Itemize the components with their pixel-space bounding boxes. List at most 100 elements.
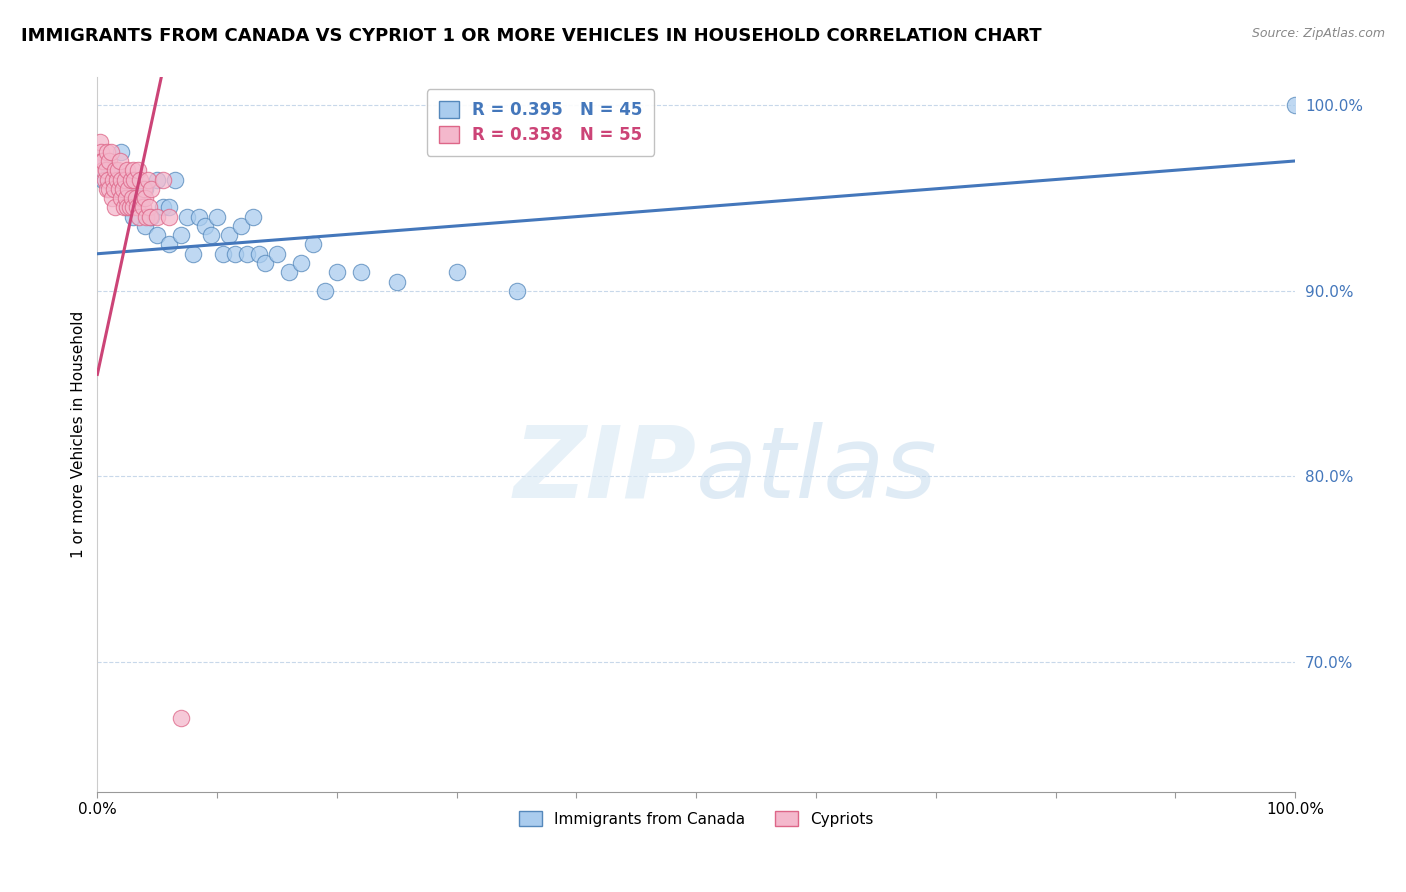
- Point: [108, 182, 131, 196]
- Point: [98, 182, 121, 196]
- Point: [124, 172, 146, 186]
- Point: [108, 153, 131, 168]
- Point: [120, 172, 142, 186]
- Point: [152, 200, 174, 214]
- Point: [112, 200, 135, 214]
- Point: [170, 711, 193, 725]
- Point: [91, 153, 114, 168]
- Point: [236, 246, 259, 260]
- Point: [266, 246, 288, 260]
- Point: [117, 182, 139, 196]
- Point: [125, 200, 148, 214]
- Point: [152, 172, 174, 186]
- Point: [117, 200, 139, 214]
- Y-axis label: 1 or more Vehicles in Household: 1 or more Vehicles in Household: [72, 311, 86, 558]
- Point: [134, 219, 156, 233]
- Point: [96, 182, 118, 196]
- Point: [94, 163, 117, 178]
- Point: [218, 228, 240, 243]
- Point: [314, 284, 336, 298]
- Point: [100, 145, 122, 159]
- Point: [117, 182, 139, 196]
- Point: [111, 182, 134, 196]
- Point: [110, 145, 132, 159]
- Point: [132, 200, 155, 214]
- Point: [141, 182, 163, 196]
- Point: [101, 172, 124, 186]
- Point: [326, 265, 349, 279]
- Point: [132, 182, 155, 196]
- Point: [117, 163, 139, 178]
- Point: [278, 265, 301, 279]
- Point: [136, 172, 159, 186]
- Point: [505, 284, 527, 298]
- Text: ZIP: ZIP: [513, 422, 696, 519]
- Point: [181, 246, 204, 260]
- Point: [290, 256, 312, 270]
- Point: [104, 200, 127, 214]
- Point: [385, 275, 408, 289]
- Point: [141, 210, 163, 224]
- Point: [194, 219, 217, 233]
- Point: [139, 210, 162, 224]
- Point: [104, 182, 127, 196]
- Point: [89, 136, 111, 150]
- Point: [91, 163, 114, 178]
- Point: [91, 172, 114, 186]
- Point: [129, 172, 152, 186]
- Point: [170, 228, 193, 243]
- Point: [91, 153, 114, 168]
- Point: [121, 191, 143, 205]
- Point: [205, 210, 228, 224]
- Point: [446, 265, 468, 279]
- Point: [96, 145, 118, 159]
- Point: [117, 200, 139, 214]
- Point: [105, 172, 128, 186]
- Point: [91, 153, 114, 168]
- Point: [157, 200, 180, 214]
- Point: [212, 246, 235, 260]
- Legend: Immigrants from Canada, Cypriots: Immigrants from Canada, Cypriots: [510, 803, 882, 834]
- Point: [247, 246, 270, 260]
- Point: [157, 210, 180, 224]
- Point: [242, 210, 264, 224]
- Point: [103, 182, 125, 196]
- Point: [122, 210, 145, 224]
- Point: [97, 172, 120, 186]
- Point: [122, 200, 145, 214]
- Point: [114, 172, 136, 186]
- Point: [90, 145, 112, 159]
- Text: atlas: atlas: [696, 422, 938, 519]
- Point: [134, 191, 156, 205]
- Point: [110, 172, 132, 186]
- Point: [188, 210, 211, 224]
- Point: [110, 191, 132, 205]
- Point: [104, 163, 127, 178]
- Point: [93, 172, 115, 186]
- Point: [135, 210, 157, 224]
- Point: [122, 163, 145, 178]
- Point: [146, 172, 169, 186]
- Point: [146, 228, 169, 243]
- Point: [125, 191, 148, 205]
- Point: [118, 200, 141, 214]
- Point: [128, 191, 150, 205]
- Point: [122, 172, 145, 186]
- Point: [146, 210, 169, 224]
- Point: [128, 210, 150, 224]
- Point: [200, 228, 222, 243]
- Point: [98, 153, 121, 168]
- Point: [229, 219, 252, 233]
- Point: [224, 246, 246, 260]
- Point: [254, 256, 277, 270]
- Point: [134, 182, 156, 196]
- Text: Source: ZipAtlas.com: Source: ZipAtlas.com: [1251, 27, 1385, 40]
- Point: [1284, 98, 1306, 112]
- Point: [115, 191, 138, 205]
- Point: [157, 237, 180, 252]
- Point: [127, 163, 149, 178]
- Point: [165, 172, 187, 186]
- Point: [302, 237, 325, 252]
- Point: [98, 163, 121, 178]
- Point: [100, 191, 122, 205]
